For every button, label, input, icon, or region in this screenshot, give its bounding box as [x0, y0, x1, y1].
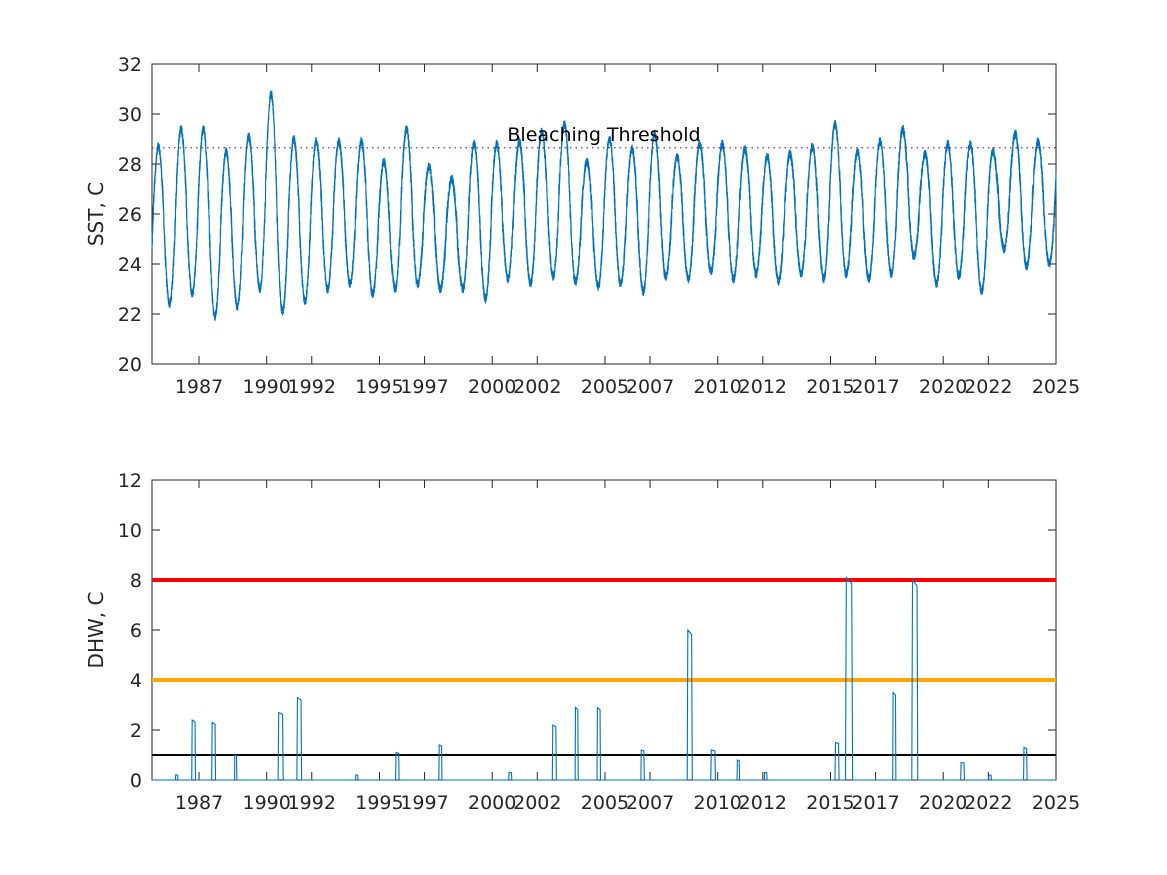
x-tick-label: 1992: [288, 376, 336, 398]
sst-y-axis-label: SST, C: [84, 182, 108, 246]
x-tick-label: 1987: [175, 376, 223, 398]
x-tick-label: 2020: [919, 792, 967, 814]
x-tick-label: 1997: [400, 792, 448, 814]
y-tick-label: 2: [130, 720, 142, 742]
x-tick-label: 2002: [513, 792, 561, 814]
x-tick-label: 2025: [1032, 376, 1080, 398]
x-tick-label: 2025: [1032, 792, 1080, 814]
x-tick-label: 2022: [964, 376, 1012, 398]
x-tick-label: 2015: [806, 792, 854, 814]
x-tick-label: 1990: [242, 792, 290, 814]
y-tick-label: 10: [118, 520, 142, 542]
x-tick-label: 2012: [739, 376, 787, 398]
x-tick-label: 1987: [175, 792, 223, 814]
x-tick-label: 2017: [851, 792, 899, 814]
x-tick-label: 2005: [581, 792, 629, 814]
y-tick-label: 8: [130, 570, 142, 592]
x-tick-label: 2002: [513, 376, 561, 398]
y-tick-label: 20: [118, 354, 142, 376]
x-tick-label: 1995: [355, 376, 403, 398]
x-tick-label: 2022: [964, 792, 1012, 814]
x-tick-label: 2000: [468, 792, 516, 814]
x-tick-label: 2000: [468, 376, 516, 398]
x-tick-label: 2010: [694, 792, 742, 814]
x-tick-label: 1997: [400, 376, 448, 398]
y-tick-label: 4: [130, 670, 142, 692]
x-tick-label: 2010: [694, 376, 742, 398]
y-tick-label: 26: [118, 204, 142, 226]
y-tick-label: 24: [118, 254, 142, 276]
x-tick-label: 1995: [355, 792, 403, 814]
bleaching-threshold-label: Bleaching Threshold: [507, 124, 700, 146]
y-tick-label: 32: [118, 54, 142, 76]
x-tick-label: 2015: [806, 376, 854, 398]
x-tick-label: 1992: [288, 792, 336, 814]
y-tick-label: 6: [130, 620, 142, 642]
x-tick-label: 2020: [919, 376, 967, 398]
x-tick-label: 2007: [626, 376, 674, 398]
x-tick-label: 1990: [242, 376, 290, 398]
y-tick-label: 12: [118, 470, 142, 492]
y-tick-label: 0: [130, 770, 142, 792]
sst-series-line: [151, 90, 1057, 321]
dhw-y-axis-label: DHW, C: [84, 592, 108, 669]
y-tick-label: 28: [118, 154, 142, 176]
dhw-series-line: [152, 576, 1056, 781]
y-tick-label: 30: [118, 104, 142, 126]
y-tick-label: 22: [118, 304, 142, 326]
x-tick-label: 2017: [851, 376, 899, 398]
x-tick-label: 2005: [581, 376, 629, 398]
x-tick-label: 2007: [626, 792, 674, 814]
x-tick-label: 2012: [739, 792, 787, 814]
